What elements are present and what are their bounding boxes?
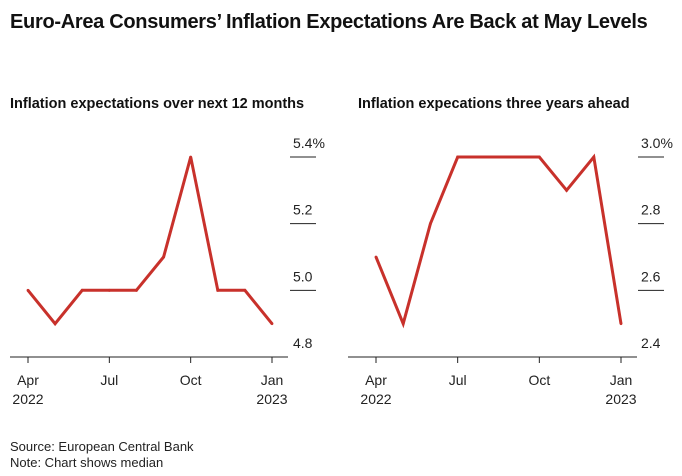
x-tick-year-left: 2023 — [256, 391, 287, 407]
y-tick-label-right: 2.6 — [641, 268, 661, 284]
data-point-right — [401, 322, 405, 326]
y-tick-label-left: 5.2 — [293, 202, 313, 218]
data-point-left — [80, 288, 84, 292]
x-tick-year-right: 2023 — [605, 391, 636, 407]
series-line-right — [374, 153, 623, 329]
data-point-left — [26, 288, 30, 292]
x-tick-label-right: Oct — [528, 372, 550, 388]
y-tick-label-left: 5.4% — [293, 135, 325, 151]
x-tick-label-right: Jul — [449, 372, 467, 388]
x-tick-label-right: Jan — [610, 372, 633, 388]
y-tick-label-right: 3.0% — [641, 135, 673, 151]
data-point-right — [537, 155, 541, 159]
data-point-right — [510, 155, 514, 159]
data-point-left — [189, 155, 193, 159]
y-tick-label-right: 2.8 — [641, 202, 661, 218]
series-line-left — [26, 156, 274, 327]
data-point-right — [483, 155, 487, 159]
x-tick-year-left: 2022 — [12, 391, 43, 407]
data-point-right — [456, 155, 460, 159]
data-point-left — [270, 322, 274, 326]
x-tick-year-right: 2022 — [360, 391, 391, 407]
page-title: Euro-Area Consumers’ Inflation Expectati… — [10, 11, 648, 33]
y-tick-label-right: 2.4 — [641, 335, 661, 351]
data-point-left — [135, 288, 138, 292]
x-tick-label-left: Jul — [100, 372, 118, 388]
y-tick-label-left: 5.0 — [293, 268, 313, 284]
data-point-right — [374, 255, 378, 259]
x-tick-label-left: Jan — [261, 372, 284, 388]
data-point-left — [107, 288, 111, 292]
data-point-right — [619, 322, 623, 326]
data-point-left — [53, 322, 57, 326]
data-point-left — [162, 255, 165, 259]
x-tick-label-right: Apr — [365, 372, 387, 388]
chart-title-12-months: Inflation expectations over next 12 mont… — [10, 96, 305, 112]
data-point-right — [592, 155, 596, 159]
chart-title-three-years: Inflation expecations three years ahead — [358, 96, 630, 112]
data-point-left — [243, 288, 247, 292]
data-point-left — [216, 288, 220, 292]
data-point-right — [429, 222, 432, 226]
y-tick-label-left: 4.8 — [293, 335, 313, 351]
chart-note: Note: Chart shows median — [10, 455, 164, 470]
source-note: Source: European Central Bank — [10, 439, 194, 454]
x-tick-label-left: Oct — [180, 372, 202, 388]
data-point-right — [565, 188, 568, 192]
x-tick-label-left: Apr — [17, 372, 39, 388]
